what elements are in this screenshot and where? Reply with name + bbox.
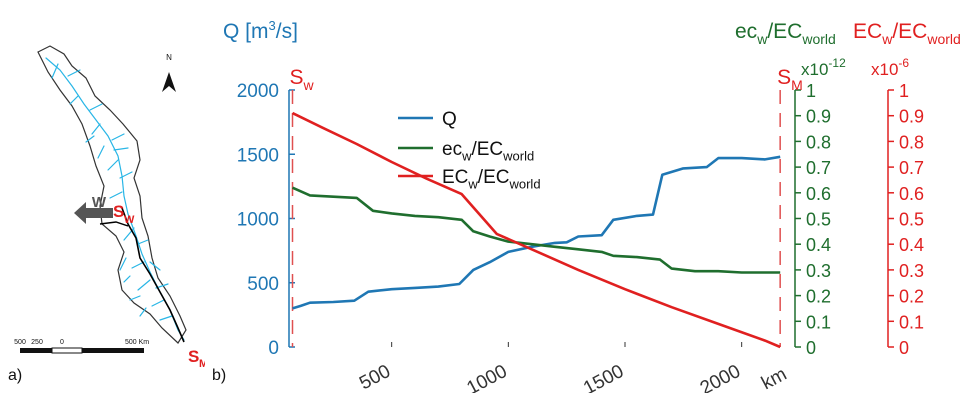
ec-tick-label: 1 [806,81,816,101]
ec-axis-title: ecw/ECworld [735,20,836,47]
ec-tick-label: 0.9 [806,107,831,127]
ec-tick-label: 0.6 [806,184,831,204]
ec-tick-label: 0.8 [806,132,831,152]
site-w-label: S W [113,202,135,226]
EC-tick-label: 0.1 [899,312,924,332]
legend-entry: ECw/ECworld [442,167,541,191]
svg-text:S: S [113,202,124,221]
ec-tick-label: 0.5 [806,210,831,230]
q-tick-label: 2000 [237,81,279,102]
scale-bar-black-1 [20,348,52,353]
x-tick-label: 1000 [463,361,510,393]
site-label: SM [777,66,803,93]
panel-b-label: b) [212,367,226,384]
EC-multiplier: x10-6 [871,56,909,79]
basin-map: N W S W S M 500 250 0 500 Km a) [8,45,205,384]
EC-axis-title: ECw/ECworld [853,20,961,47]
ec-tick-label: 0.7 [806,158,831,178]
panel-a-label: a) [8,367,22,384]
q-tick-label: 1500 [237,145,279,166]
ec-tick-label: 0.4 [806,235,831,255]
EC-tick-label: 0.7 [899,158,924,178]
scale-tick-2: 0 [60,339,64,346]
EC-tick-label: 0.6 [899,184,924,204]
north-arrow-icon [162,72,176,92]
x-tick-label: 500 [356,361,394,393]
ec-multiplier: x10-12 [801,56,846,79]
scale-tick-3: 500 Km [125,339,149,346]
q-tick-label: 1000 [237,210,279,231]
ec-tick-label: 0.3 [806,261,831,281]
EC-tick-label: 0.2 [899,287,924,307]
svg-text:S: S [188,347,199,366]
scale-bar-black-2 [82,348,144,353]
x-axis-title: km [758,364,790,393]
q-axis-title: Q [m3/s] [223,18,298,43]
basin-divide [99,221,129,227]
north-label: N [166,53,172,62]
EC-tick-label: 0 [899,338,909,358]
series-line-EC [291,111,781,349]
EC-tick-label: 1 [899,81,909,101]
site-label: Sw [290,66,315,93]
q-tick-label: 500 [247,274,279,295]
EC-tick-label: 0.9 [899,107,924,127]
scale-tick-1: 250 [31,339,43,346]
outflow-arrow [74,202,113,224]
outlet-label: W [92,194,107,211]
x-tick-label: 2000 [697,361,744,393]
scale-tick-0: 500 [14,339,26,346]
svg-text:M: M [199,358,205,370]
EC-tick-label: 0.3 [899,261,924,281]
legend-entry: Q [442,109,457,130]
series-line-ec [291,186,781,274]
ec-tick-label: 0 [806,338,816,358]
EC-tick-label: 0.8 [899,132,924,152]
legend-entry: ecw/ECworld [442,139,534,163]
main-stem-path [121,207,185,343]
site-m-label: S M [188,347,205,370]
ec-tick-label: 0.1 [806,312,831,332]
q-tick-label: 0 [268,338,279,359]
EC-tick-label: 0.5 [899,210,924,230]
EC-tick-label: 0.4 [899,235,924,255]
x-tick-label: 1500 [580,361,627,393]
ec-tick-label: 0.2 [806,287,831,307]
svg-text:W: W [124,214,135,226]
